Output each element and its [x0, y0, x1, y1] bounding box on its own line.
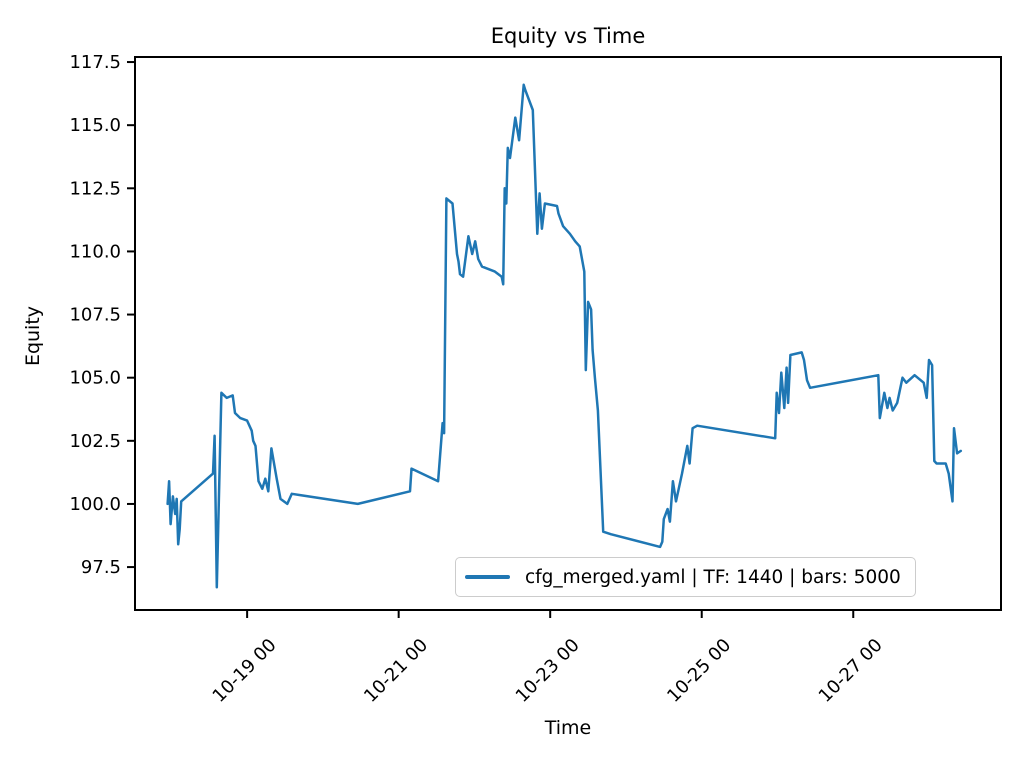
- chart-title: Equity vs Time: [490, 24, 646, 48]
- y-tick-label: 100.0: [69, 494, 121, 515]
- y-tick-label: 107.5: [69, 305, 121, 326]
- x-axis-label: Time: [544, 717, 592, 739]
- y-tick-label: 102.5: [69, 431, 121, 452]
- y-tick-label: 117.5: [69, 52, 121, 73]
- equity-series-line: [166, 83, 963, 589]
- x-tick-label: 10-27 00: [815, 635, 887, 707]
- legend-label: cfg_merged.yaml | TF: 1440 | bars: 5000: [525, 566, 901, 588]
- legend: cfg_merged.yaml | TF: 1440 | bars: 5000: [455, 557, 916, 597]
- legend-line-sample-icon: [465, 575, 510, 579]
- y-axis-label: Equity: [22, 305, 44, 367]
- x-tick-label: 10-25 00: [663, 635, 735, 707]
- y-tick-label: 112.5: [69, 178, 121, 199]
- y-tick-label: 115.0: [69, 115, 121, 136]
- plot-frame: [134, 56, 1002, 611]
- x-tick-label: 10-21 00: [360, 635, 432, 707]
- y-tick-label: 105.0: [69, 368, 121, 389]
- y-tick-label: 110.0: [69, 241, 121, 262]
- y-tick-label: 97.5: [81, 557, 121, 578]
- x-tick-label: 10-23 00: [512, 635, 584, 707]
- x-tick-label: 10-19 00: [209, 635, 281, 707]
